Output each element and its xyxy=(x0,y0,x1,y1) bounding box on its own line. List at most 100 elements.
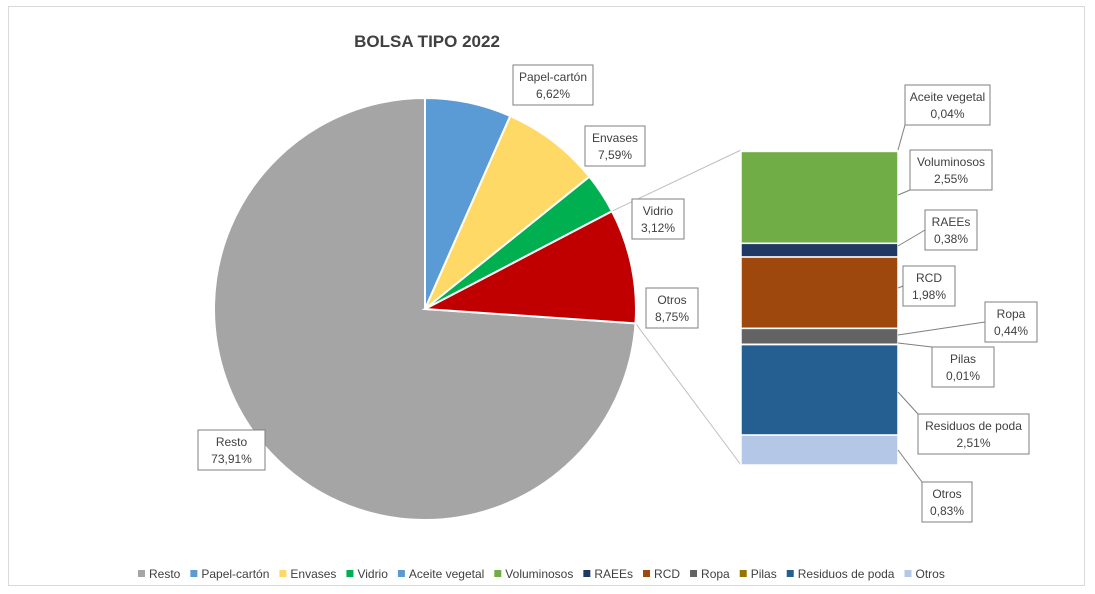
legend-item-otros: Otros xyxy=(904,567,945,581)
legend-label: Residuos de poda xyxy=(798,567,895,581)
legend-swatch xyxy=(346,570,354,577)
chart-title: BOLSA TIPO 2022 xyxy=(354,32,500,51)
legend-label: Voluminosos xyxy=(505,567,573,581)
legend-swatch xyxy=(904,570,912,577)
category-name: RCD xyxy=(916,271,942,285)
bar-segment-raees xyxy=(740,242,899,258)
legend-item-pilas: Pilas xyxy=(739,567,777,581)
callout-box xyxy=(512,64,594,106)
percent-value: 7,59% xyxy=(598,148,632,162)
legend-item-raees: RAEEs xyxy=(583,567,633,581)
percent-value: 73,91% xyxy=(211,452,252,466)
bar-label-pilas: Pilas 0,01% xyxy=(897,342,995,388)
bar-segments xyxy=(740,149,899,466)
legend-swatch xyxy=(643,570,651,577)
callout-pointer xyxy=(897,342,933,348)
pie-label-otros: Otros 8,75% xyxy=(645,287,699,329)
legend-label: Ropa xyxy=(701,567,730,581)
callout-box xyxy=(917,413,1030,455)
callout-pointer xyxy=(897,391,919,415)
percent-value: 0,44% xyxy=(994,324,1028,338)
legend-item-rcd: RCD xyxy=(643,567,680,581)
bar-label-voluminosos: Voluminosos 2,55% xyxy=(897,149,993,196)
legend-item-envases: Envases xyxy=(279,567,336,581)
category-name: Papel-cartón xyxy=(519,70,587,84)
legend-item-residuos-de-poda: Residuos de poda xyxy=(786,567,895,581)
bar-segment-ropa xyxy=(740,327,899,346)
legend-label: RAEEs xyxy=(594,567,633,581)
category-name: RAEEs xyxy=(932,215,971,229)
percent-value: 0,01% xyxy=(946,369,980,383)
legend-item-papel-carton: Papel-cartón xyxy=(190,567,269,581)
bar-segment-rcd xyxy=(740,256,899,330)
percent-value: 8,75% xyxy=(655,310,689,324)
legend-swatch xyxy=(190,570,198,577)
legend-item-resto: Resto xyxy=(138,567,181,581)
legend-item-ropa: Ropa xyxy=(690,567,730,581)
percent-value: 3,12% xyxy=(641,221,675,235)
category-name: Vidrio xyxy=(643,204,674,218)
callout-pointer xyxy=(897,189,911,196)
bar-label-rcd: RCD 1,98% xyxy=(897,265,956,307)
legend-item-aceite-vegetal: Aceite vegetal xyxy=(397,567,484,581)
category-name: Voluminosos xyxy=(917,155,985,169)
bar-label-raees: RAEEs 0,38% xyxy=(897,209,978,251)
callout-box xyxy=(631,198,685,240)
legend-swatch xyxy=(786,570,794,577)
callout-pointer xyxy=(897,449,923,483)
legend-swatch xyxy=(397,570,405,577)
pie-slice-otros xyxy=(421,209,637,325)
callout-pointer xyxy=(897,229,926,247)
category-name: Otros xyxy=(932,487,961,501)
connector-line-bottom xyxy=(635,323,742,466)
callout-box xyxy=(909,149,993,191)
chart-frame xyxy=(8,6,1085,586)
percent-value: 1,98% xyxy=(912,288,946,302)
data-labels: Resto 73,91% Papel-cartón 6,62% Envases 7,59%… xyxy=(197,64,1038,523)
percent-value: 0,04% xyxy=(930,107,964,121)
callout-box xyxy=(931,346,995,388)
percent-value: 0,83% xyxy=(930,504,964,518)
category-name: Envases xyxy=(592,131,638,145)
legend-swatch xyxy=(690,570,698,577)
legend-label: Envases xyxy=(290,567,336,581)
pie-label-vidrio: Vidrio 3,12% xyxy=(631,198,685,240)
percent-value: 2,55% xyxy=(934,172,968,186)
bar-segment-residuos-de-poda xyxy=(740,343,899,436)
legend-swatch xyxy=(583,570,591,577)
category-name: Ropa xyxy=(997,307,1026,321)
pie-slices xyxy=(213,96,637,521)
bar-segment-voluminosos xyxy=(740,150,899,245)
legend-label: Otros xyxy=(915,567,944,581)
callout-box xyxy=(904,84,991,126)
legend: Resto Papel-cartón Envases Vidrio Aceite veg… xyxy=(138,567,945,581)
legend-item-vidrio: Vidrio xyxy=(346,567,388,581)
legend-swatch xyxy=(138,570,145,577)
legend-label: Aceite vegetal xyxy=(409,567,484,581)
legend-label: RCD xyxy=(654,567,680,581)
category-name: Pilas xyxy=(950,352,976,366)
callout-pointer xyxy=(897,321,986,336)
callout-box xyxy=(984,301,1038,343)
category-name: Otros xyxy=(657,293,686,307)
category-name: Residuos de poda xyxy=(925,419,1022,433)
bar-label-aceite-vegetal: Aceite vegetal 0,04% xyxy=(897,84,991,151)
legend-label: Vidrio xyxy=(357,567,388,581)
bar-segment-otros xyxy=(740,434,899,466)
category-name: Resto xyxy=(216,435,248,449)
pie-label-resto: Resto 73,91% xyxy=(197,429,266,471)
pie-label-envases: Envases 7,59% xyxy=(584,125,646,167)
callout-box xyxy=(584,125,646,167)
callout-box xyxy=(921,481,973,523)
bar-label-otros: Otros 0,83% xyxy=(897,449,973,523)
callout-box xyxy=(902,265,956,307)
callout-pointer xyxy=(897,285,904,289)
pie-label-papel-carton: Papel-cartón 6,62% xyxy=(512,64,594,106)
callout-box xyxy=(197,429,266,471)
percent-value: 0,38% xyxy=(934,232,968,246)
legend-item-voluminosos: Voluminosos xyxy=(494,567,573,581)
legend-swatch xyxy=(279,570,287,577)
category-name: Aceite vegetal xyxy=(910,90,985,104)
percent-value: 2,51% xyxy=(956,436,990,450)
